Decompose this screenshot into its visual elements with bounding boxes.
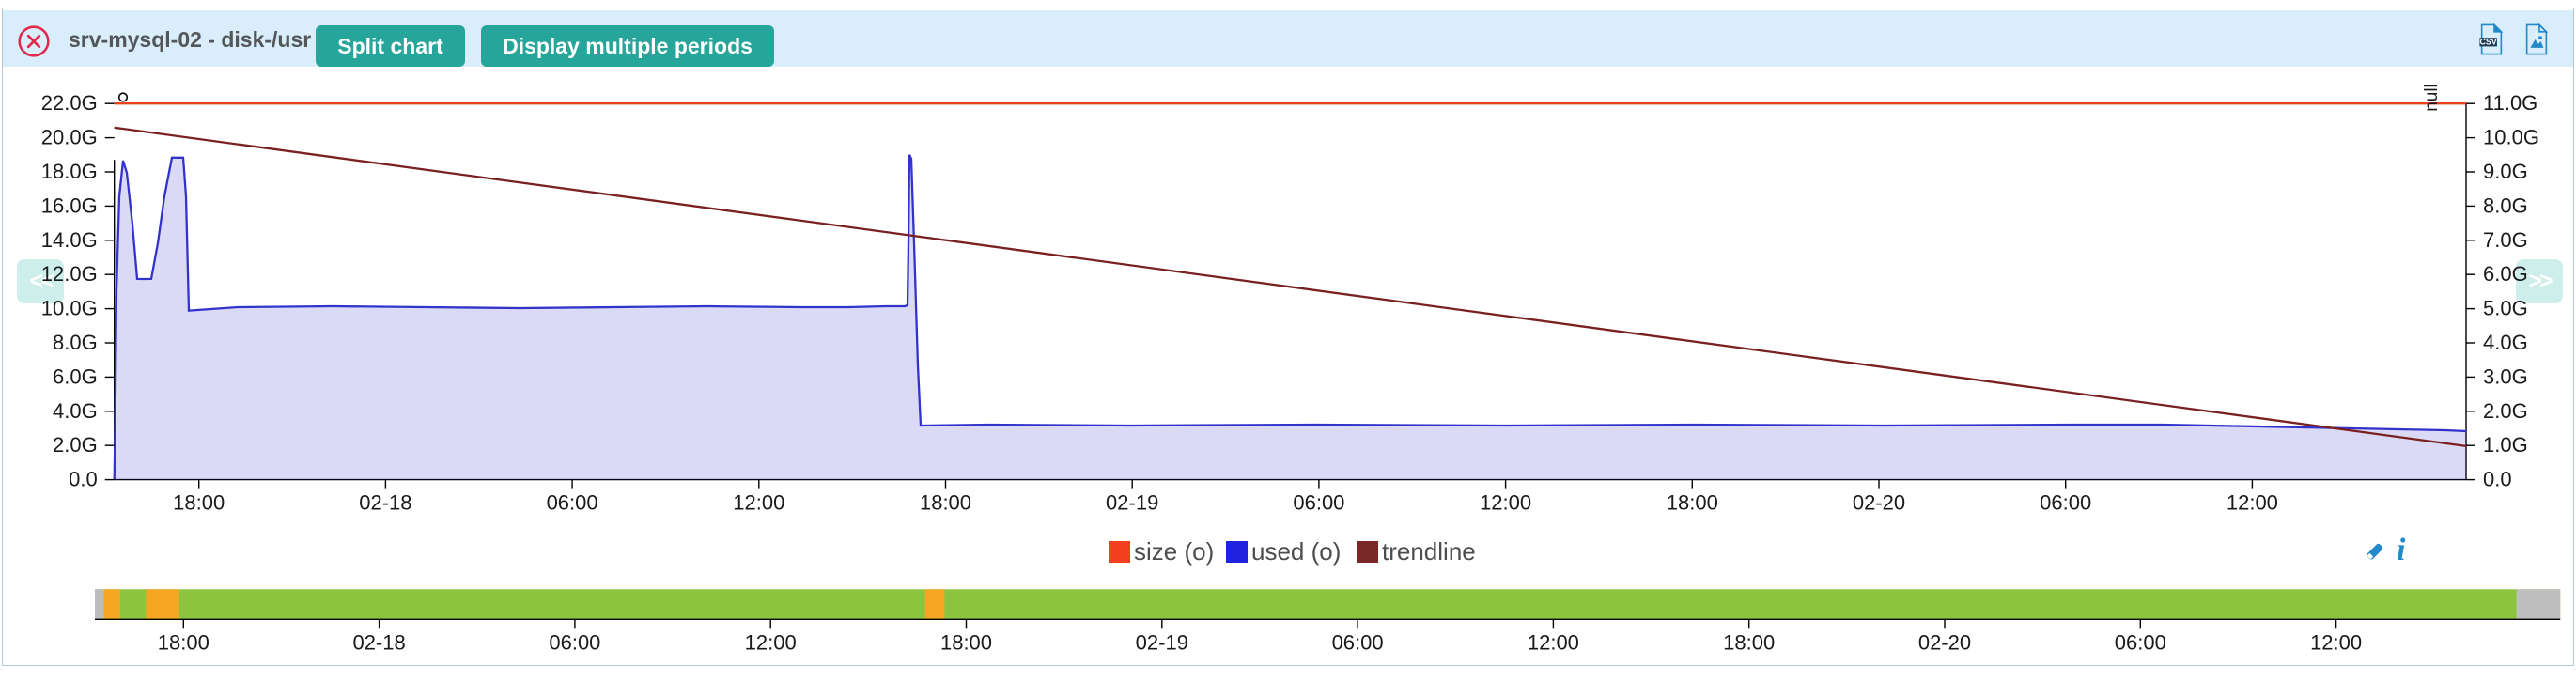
svg-text:02-19: 02-19 (1106, 491, 1158, 515)
svg-text:0.0: 0.0 (2483, 468, 2512, 491)
svg-text:0.0: 0.0 (69, 468, 98, 491)
svg-text:3.0G: 3.0G (2483, 364, 2528, 388)
svg-text:18:00: 18:00 (1667, 491, 1718, 515)
svg-text:6.0G: 6.0G (53, 364, 98, 388)
svg-text:7.0G: 7.0G (2483, 228, 2528, 252)
svg-text:22.0G: 22.0G (41, 91, 98, 115)
svg-text:02-20: 02-20 (1853, 491, 1905, 515)
svg-text:12:00: 12:00 (2227, 491, 2278, 515)
svg-text:16.0G: 16.0G (41, 194, 98, 217)
svg-text:12.0G: 12.0G (41, 262, 98, 286)
svg-text:02-18: 02-18 (359, 491, 411, 515)
svg-text:12:00: 12:00 (1480, 491, 1531, 515)
svg-text:4.0G: 4.0G (2483, 331, 2528, 354)
svg-text:2.0G: 2.0G (2483, 399, 2528, 423)
svg-text:18:00: 18:00 (173, 491, 225, 515)
svg-text:10.0G: 10.0G (41, 297, 98, 320)
svg-text:06:00: 06:00 (547, 491, 598, 515)
svg-text:5.0G: 5.0G (2483, 297, 2528, 320)
svg-text:06:00: 06:00 (1293, 491, 1344, 515)
svg-text:12:00: 12:00 (745, 630, 797, 654)
svg-text:4.0G: 4.0G (53, 399, 98, 423)
svg-text:20.0G: 20.0G (41, 126, 98, 149)
svg-text:06:00: 06:00 (2115, 630, 2166, 654)
svg-text:12:00: 12:00 (2310, 630, 2362, 654)
svg-text:6.0G: 6.0G (2483, 262, 2528, 286)
svg-text:02-18: 02-18 (352, 630, 405, 654)
svg-text:06:00: 06:00 (549, 630, 600, 654)
svg-text:02-20: 02-20 (1918, 630, 1971, 654)
svg-text:06:00: 06:00 (1332, 630, 1384, 654)
svg-text:12:00: 12:00 (733, 491, 784, 515)
svg-text:06:00: 06:00 (2040, 491, 2091, 515)
svg-text:18:00: 18:00 (940, 630, 992, 654)
svg-text:CSV: CSV (2479, 37, 2496, 46)
svg-text:8.0G: 8.0G (53, 331, 98, 354)
svg-text:18:00: 18:00 (158, 630, 209, 654)
svg-text:18.0G: 18.0G (41, 160, 98, 183)
svg-text:null: null (2422, 84, 2442, 112)
svg-text:10.0G: 10.0G (2483, 126, 2539, 149)
svg-text:12:00: 12:00 (1528, 630, 1579, 654)
svg-text:1.0G: 1.0G (2483, 433, 2528, 457)
svg-text:11.0G: 11.0G (2483, 91, 2537, 115)
svg-text:2.0G: 2.0G (53, 433, 98, 457)
svg-text:14.0G: 14.0G (41, 228, 98, 252)
svg-text:02-19: 02-19 (1136, 630, 1188, 654)
svg-text:9.0G: 9.0G (2483, 160, 2528, 183)
svg-text:18:00: 18:00 (1723, 630, 1775, 654)
svg-text:18:00: 18:00 (920, 491, 971, 515)
svg-text:8.0G: 8.0G (2483, 194, 2528, 217)
